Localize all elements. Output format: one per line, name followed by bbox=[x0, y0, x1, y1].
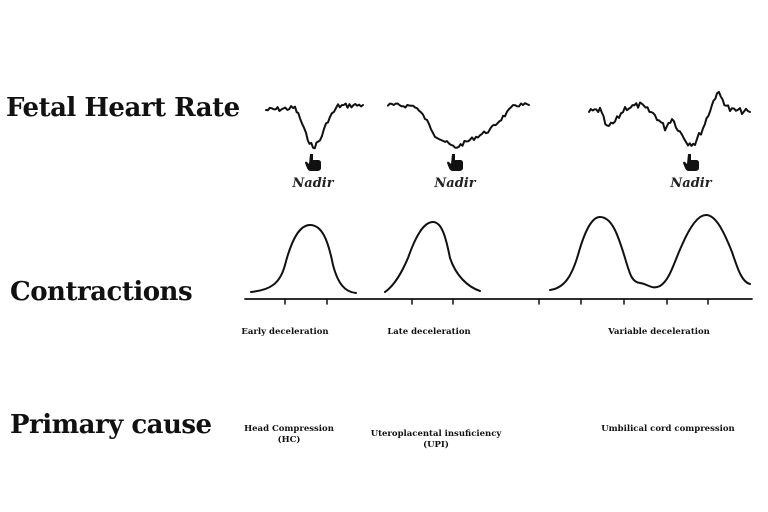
cause-late: Uteroplacental insuficiency (UPI) bbox=[371, 429, 502, 451]
row-label-fetal-heart-rate: Fetal Heart Rate bbox=[6, 93, 240, 123]
cause-early-abbr: (HC) bbox=[277, 435, 301, 445]
cause-variable-text: Umbilical cord compression bbox=[601, 424, 735, 434]
contraction-curve-late bbox=[384, 221, 481, 293]
row-label-contractions: Contractions bbox=[10, 277, 193, 307]
fhr-trace-early bbox=[265, 102, 364, 150]
pointing-hand-icon bbox=[447, 154, 463, 171]
nadir-label-early: Nadir bbox=[292, 176, 334, 191]
cause-early-text: Head Compression bbox=[244, 424, 334, 434]
cause-early: Head Compression (HC) bbox=[244, 424, 334, 446]
nadir-label-variable: Nadir bbox=[670, 176, 712, 191]
fhr-trace-late bbox=[387, 102, 530, 149]
cause-variable: Umbilical cord compression bbox=[601, 424, 734, 435]
nadir-label-late: Nadir bbox=[434, 176, 476, 191]
row-label-primary-cause: Primary cause bbox=[10, 410, 212, 440]
pointing-hand-icon bbox=[683, 154, 699, 171]
pointing-hand-icon bbox=[305, 154, 321, 171]
deceleration-type-late: Late deceleration bbox=[387, 327, 471, 337]
contraction-curve-early bbox=[250, 224, 357, 294]
deceleration-type-early: Early deceleration bbox=[241, 327, 329, 337]
fhr-trace-variable bbox=[588, 90, 751, 147]
cause-late-text: Uteroplacental insuficiency bbox=[370, 429, 502, 439]
deceleration-type-variable: Variable deceleration bbox=[608, 327, 710, 337]
cause-late-abbr: (UPI) bbox=[423, 440, 449, 450]
contraction-curve-variable bbox=[549, 214, 751, 291]
